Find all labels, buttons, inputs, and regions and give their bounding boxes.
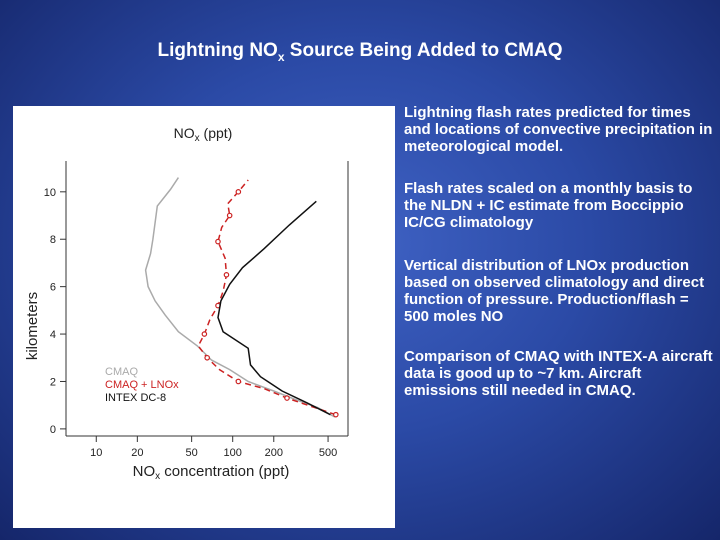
x-tick-label: 10 [90, 447, 102, 459]
vertical-profile-chart: NOx (ppt) kilometers NOx concentration (… [24, 125, 349, 482]
slide-title: Lightning NOx Source Being Added to CMAQ [157, 40, 563, 64]
y-tick-label: 4 [50, 329, 56, 341]
series-marker [215, 238, 221, 245]
axis-ticks: 0 2 4 6 8 10 10 20 50 100 200 500 [44, 187, 337, 459]
bullet-text: Lightning flash rates predicted for time… [404, 104, 713, 155]
x-tick-label: 100 [224, 447, 242, 459]
legend-entry: INTEX DC-8 [105, 392, 166, 404]
y-tick-label: 8 [50, 234, 56, 246]
x-tick-label: 20 [131, 447, 143, 459]
series-marker [204, 354, 210, 361]
series-line [217, 200, 331, 416]
bullet-list: Lightning flash rates predicted for time… [404, 104, 714, 424]
bullet-text: Vertical distribution of LNOx production… [404, 257, 705, 325]
y-tick-label: 10 [44, 187, 56, 199]
series-marker [201, 331, 208, 337]
series-marker [284, 395, 290, 401]
legend-entry: CMAQ [105, 366, 138, 378]
x-axis-label: NOx concentration (ppt) [133, 463, 290, 482]
legend-entry: CMAQ + LNOx [105, 379, 179, 391]
y-tick-label: 2 [50, 376, 56, 388]
y-tick-label: 6 [50, 282, 56, 294]
series-line [197, 179, 337, 416]
profile-chart-panel: NOx (ppt) kilometers NOx concentration (… [13, 106, 395, 528]
series-marker [223, 271, 230, 278]
series-marker [235, 378, 242, 385]
y-axis-label: kilometers [24, 292, 41, 360]
x-tick-label: 200 [265, 447, 283, 459]
series-marker [235, 189, 242, 195]
chart-title: NOx (ppt) [174, 125, 233, 144]
bullet-text: Flash rates scaled on a monthly basis to… [404, 180, 693, 231]
series-line [144, 177, 336, 418]
x-tick-label: 50 [186, 447, 198, 459]
x-tick-label: 500 [319, 447, 337, 459]
plot-frame [65, 161, 349, 437]
series-lines [144, 177, 339, 418]
y-tick-label: 0 [50, 424, 56, 436]
series-marker [226, 212, 233, 219]
series-marker [333, 411, 339, 418]
bullet-text: Comparison of CMAQ with INTEX-A aircraft… [404, 348, 713, 399]
